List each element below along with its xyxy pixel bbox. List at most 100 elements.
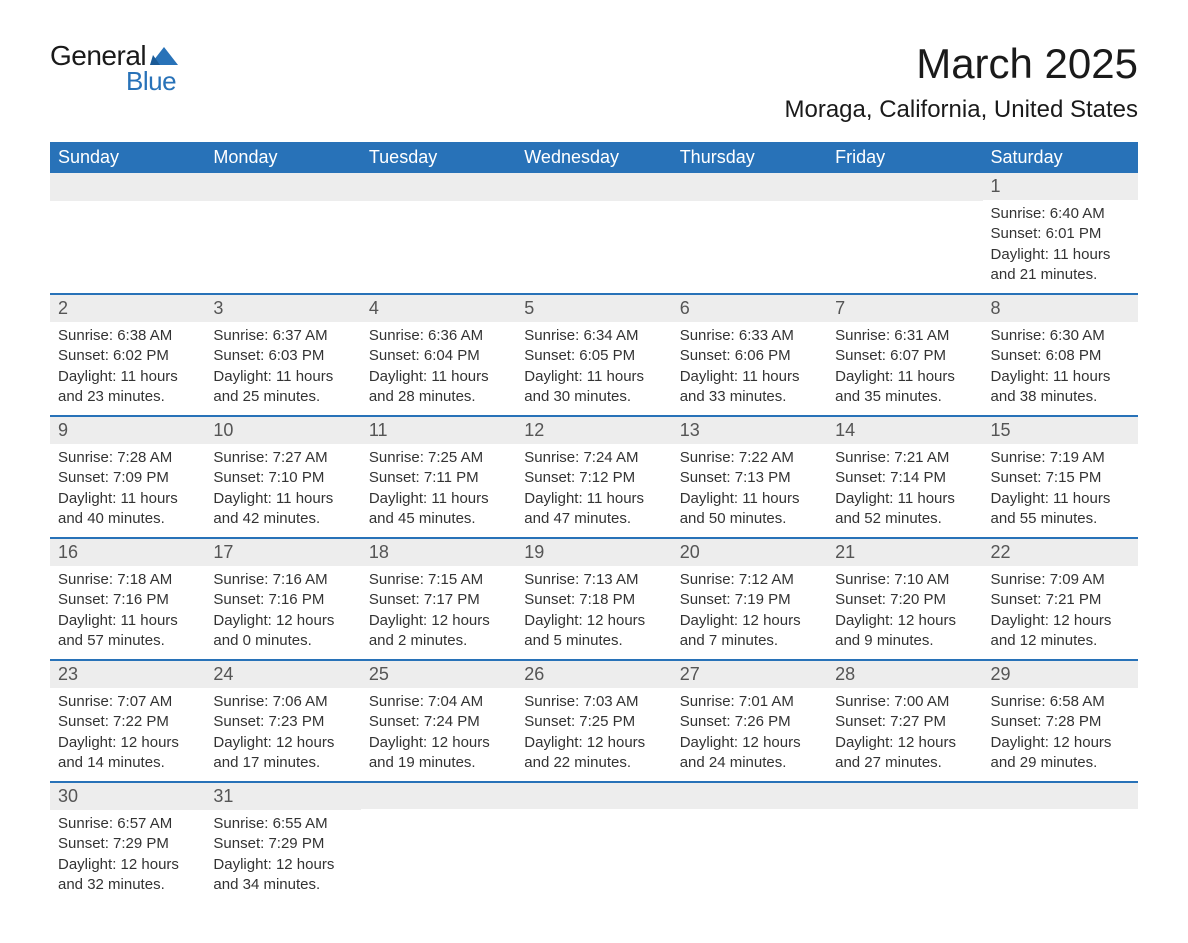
daylight-text: Daylight: 11 hours and 23 minutes.	[58, 367, 197, 408]
day-number: 27	[672, 659, 827, 688]
calendar-body: 1Sunrise: 6:40 AMSunset: 6:01 PMDaylight…	[50, 173, 1138, 903]
day-number: 19	[516, 537, 671, 566]
calendar-cell: 25Sunrise: 7:04 AMSunset: 7:24 PMDayligh…	[361, 659, 516, 781]
daylight-text: Daylight: 12 hours and 2 minutes.	[369, 611, 508, 652]
day-number: 13	[672, 415, 827, 444]
day-content: Sunrise: 6:55 AMSunset: 7:29 PMDaylight:…	[205, 810, 360, 903]
sunset-text: Sunset: 7:26 PM	[680, 712, 819, 732]
day-content: Sunrise: 7:19 AMSunset: 7:15 PMDaylight:…	[983, 444, 1138, 537]
calendar-cell	[516, 781, 671, 903]
day-number: 2	[50, 293, 205, 322]
empty-day	[361, 173, 516, 201]
empty-day	[672, 173, 827, 201]
sunset-text: Sunset: 7:23 PM	[213, 712, 352, 732]
page-header: General Blue March 2025 Moraga, Californ…	[50, 40, 1138, 124]
calendar-cell: 21Sunrise: 7:10 AMSunset: 7:20 PMDayligh…	[827, 537, 982, 659]
day-number: 23	[50, 659, 205, 688]
calendar-cell: 12Sunrise: 7:24 AMSunset: 7:12 PMDayligh…	[516, 415, 671, 537]
empty-day	[361, 781, 516, 809]
calendar-cell: 30Sunrise: 6:57 AMSunset: 7:29 PMDayligh…	[50, 781, 205, 903]
day-number: 4	[361, 293, 516, 322]
calendar-cell: 11Sunrise: 7:25 AMSunset: 7:11 PMDayligh…	[361, 415, 516, 537]
calendar-week: 23Sunrise: 7:07 AMSunset: 7:22 PMDayligh…	[50, 659, 1138, 781]
daylight-text: Daylight: 12 hours and 9 minutes.	[835, 611, 974, 652]
day-number: 22	[983, 537, 1138, 566]
empty-day	[672, 781, 827, 809]
location-text: Moraga, California, United States	[784, 96, 1138, 124]
sunrise-text: Sunrise: 7:10 AM	[835, 570, 974, 590]
daylight-text: Daylight: 11 hours and 28 minutes.	[369, 367, 508, 408]
sunset-text: Sunset: 7:28 PM	[991, 712, 1130, 732]
sunrise-text: Sunrise: 6:33 AM	[680, 326, 819, 346]
day-number: 20	[672, 537, 827, 566]
sunrise-text: Sunrise: 6:34 AM	[524, 326, 663, 346]
calendar-cell: 15Sunrise: 7:19 AMSunset: 7:15 PMDayligh…	[983, 415, 1138, 537]
calendar-cell: 6Sunrise: 6:33 AMSunset: 6:06 PMDaylight…	[672, 293, 827, 415]
sunrise-text: Sunrise: 7:06 AM	[213, 692, 352, 712]
daylight-text: Daylight: 11 hours and 21 minutes.	[991, 245, 1130, 286]
sunrise-text: Sunrise: 7:01 AM	[680, 692, 819, 712]
calendar-cell: 3Sunrise: 6:37 AMSunset: 6:03 PMDaylight…	[205, 293, 360, 415]
daylight-text: Daylight: 11 hours and 33 minutes.	[680, 367, 819, 408]
sunset-text: Sunset: 7:22 PM	[58, 712, 197, 732]
calendar-cell: 31Sunrise: 6:55 AMSunset: 7:29 PMDayligh…	[205, 781, 360, 903]
sunset-text: Sunset: 7:21 PM	[991, 590, 1130, 610]
daylight-text: Daylight: 12 hours and 22 minutes.	[524, 733, 663, 774]
daylight-text: Daylight: 12 hours and 0 minutes.	[213, 611, 352, 652]
day-content: Sunrise: 6:31 AMSunset: 6:07 PMDaylight:…	[827, 322, 982, 415]
calendar-cell	[361, 173, 516, 293]
calendar-cell: 20Sunrise: 7:12 AMSunset: 7:19 PMDayligh…	[672, 537, 827, 659]
sunset-text: Sunset: 7:12 PM	[524, 468, 663, 488]
calendar-cell	[983, 781, 1138, 903]
calendar-cell: 16Sunrise: 7:18 AMSunset: 7:16 PMDayligh…	[50, 537, 205, 659]
calendar-cell: 23Sunrise: 7:07 AMSunset: 7:22 PMDayligh…	[50, 659, 205, 781]
daylight-text: Daylight: 12 hours and 29 minutes.	[991, 733, 1130, 774]
calendar-cell	[516, 173, 671, 293]
daylight-text: Daylight: 11 hours and 47 minutes.	[524, 489, 663, 530]
title-block: March 2025 Moraga, California, United St…	[784, 40, 1138, 124]
calendar-week: 2Sunrise: 6:38 AMSunset: 6:02 PMDaylight…	[50, 293, 1138, 415]
sunset-text: Sunset: 7:14 PM	[835, 468, 974, 488]
daylight-text: Daylight: 12 hours and 24 minutes.	[680, 733, 819, 774]
sunset-text: Sunset: 7:29 PM	[213, 834, 352, 854]
sunrise-text: Sunrise: 6:55 AM	[213, 814, 352, 834]
day-content: Sunrise: 7:18 AMSunset: 7:16 PMDaylight:…	[50, 566, 205, 659]
daylight-text: Daylight: 12 hours and 32 minutes.	[58, 855, 197, 896]
daylight-text: Daylight: 11 hours and 25 minutes.	[213, 367, 352, 408]
sunset-text: Sunset: 6:04 PM	[369, 346, 508, 366]
day-content: Sunrise: 7:03 AMSunset: 7:25 PMDaylight:…	[516, 688, 671, 781]
calendar-table: Sunday Monday Tuesday Wednesday Thursday…	[50, 142, 1138, 903]
day-content: Sunrise: 6:58 AMSunset: 7:28 PMDaylight:…	[983, 688, 1138, 781]
empty-day	[827, 781, 982, 809]
day-content: Sunrise: 6:37 AMSunset: 6:03 PMDaylight:…	[205, 322, 360, 415]
sunset-text: Sunset: 7:09 PM	[58, 468, 197, 488]
day-number: 31	[205, 781, 360, 810]
sunset-text: Sunset: 7:16 PM	[58, 590, 197, 610]
calendar-cell	[205, 173, 360, 293]
day-header: Monday	[205, 142, 360, 173]
day-number: 1	[983, 173, 1138, 200]
sunrise-text: Sunrise: 7:09 AM	[991, 570, 1130, 590]
day-content: Sunrise: 7:21 AMSunset: 7:14 PMDaylight:…	[827, 444, 982, 537]
day-content: Sunrise: 7:24 AMSunset: 7:12 PMDaylight:…	[516, 444, 671, 537]
sunrise-text: Sunrise: 7:03 AM	[524, 692, 663, 712]
calendar-cell: 1Sunrise: 6:40 AMSunset: 6:01 PMDaylight…	[983, 173, 1138, 293]
daylight-text: Daylight: 11 hours and 45 minutes.	[369, 489, 508, 530]
day-content: Sunrise: 7:25 AMSunset: 7:11 PMDaylight:…	[361, 444, 516, 537]
day-content: Sunrise: 7:10 AMSunset: 7:20 PMDaylight:…	[827, 566, 982, 659]
daylight-text: Daylight: 12 hours and 34 minutes.	[213, 855, 352, 896]
calendar-cell: 8Sunrise: 6:30 AMSunset: 6:08 PMDaylight…	[983, 293, 1138, 415]
sunset-text: Sunset: 7:16 PM	[213, 590, 352, 610]
empty-day	[983, 781, 1138, 809]
day-header: Sunday	[50, 142, 205, 173]
calendar-cell: 18Sunrise: 7:15 AMSunset: 7:17 PMDayligh…	[361, 537, 516, 659]
day-number: 12	[516, 415, 671, 444]
daylight-text: Daylight: 11 hours and 38 minutes.	[991, 367, 1130, 408]
sunset-text: Sunset: 7:17 PM	[369, 590, 508, 610]
day-header: Wednesday	[516, 142, 671, 173]
day-content: Sunrise: 6:34 AMSunset: 6:05 PMDaylight:…	[516, 322, 671, 415]
daylight-text: Daylight: 12 hours and 19 minutes.	[369, 733, 508, 774]
sunset-text: Sunset: 7:24 PM	[369, 712, 508, 732]
sunrise-text: Sunrise: 7:19 AM	[991, 448, 1130, 468]
day-content: Sunrise: 7:22 AMSunset: 7:13 PMDaylight:…	[672, 444, 827, 537]
